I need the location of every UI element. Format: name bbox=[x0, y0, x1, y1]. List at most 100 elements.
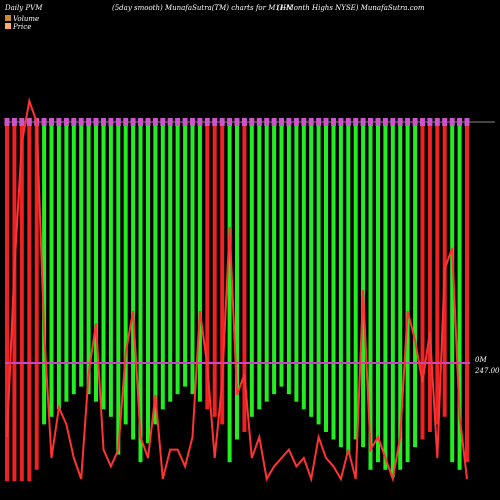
volume-bar bbox=[368, 122, 373, 470]
volume-bar bbox=[79, 122, 84, 387]
volume-bar-marker bbox=[286, 118, 292, 126]
volume-bar bbox=[49, 122, 54, 417]
volume-bar bbox=[123, 122, 128, 425]
volume-bar bbox=[116, 122, 121, 455]
volume-bar-marker bbox=[353, 118, 359, 126]
volume-bars bbox=[5, 122, 469, 482]
volume-bar-marker bbox=[442, 118, 448, 126]
volume-bar-marker bbox=[234, 118, 240, 126]
volume-bar bbox=[227, 122, 232, 463]
volume-bar-marker bbox=[190, 118, 195, 126]
volume-bar-marker bbox=[279, 118, 284, 126]
price-line bbox=[6, 97, 468, 483]
chart-header-left: Daily PVM bbox=[4, 4, 43, 12]
volume-bar bbox=[138, 122, 143, 463]
volume-bar-marker bbox=[360, 118, 366, 126]
volume-bar bbox=[457, 122, 462, 470]
volume-bar bbox=[146, 122, 150, 444]
legend-volume-label: Volume bbox=[13, 15, 39, 23]
volume-bar bbox=[220, 122, 225, 425]
volume-bar bbox=[19, 122, 24, 482]
volume-bar bbox=[168, 122, 173, 402]
volume-bar bbox=[153, 122, 158, 425]
volume-bar bbox=[64, 122, 69, 402]
volume-bar-marker bbox=[405, 118, 411, 126]
volume-bar-marker bbox=[49, 118, 54, 126]
volume-bar-marker bbox=[434, 118, 440, 126]
legend-volume-swatch bbox=[5, 15, 11, 21]
volume-bar-marker bbox=[197, 118, 203, 126]
volume-bar bbox=[324, 122, 328, 432]
volume-bar-marker bbox=[375, 118, 381, 126]
volume-bar-marker bbox=[427, 118, 433, 126]
volume-bar-marker bbox=[420, 118, 425, 126]
volume-bar bbox=[413, 122, 418, 448]
volume-bar bbox=[264, 122, 269, 402]
volume-bar bbox=[86, 122, 91, 395]
volume-bar-marker bbox=[175, 118, 181, 126]
volume-bar-marker bbox=[338, 118, 344, 126]
volume-bar bbox=[346, 122, 351, 455]
volume-bar-marker bbox=[108, 118, 114, 126]
volume-bar bbox=[108, 122, 113, 417]
volume-bar-marker bbox=[390, 118, 396, 126]
volume-bar-marker bbox=[71, 118, 77, 126]
price-value-label: 247.00 bbox=[474, 367, 500, 375]
volume-bar bbox=[249, 122, 254, 417]
volume-bar-marker bbox=[301, 118, 307, 126]
volume-bar bbox=[405, 122, 410, 463]
volume-bar bbox=[338, 122, 343, 448]
volume-bar bbox=[56, 122, 61, 410]
volume-bar-marker bbox=[323, 118, 329, 126]
volume-bar-marker bbox=[449, 118, 455, 126]
volume-bar-marker bbox=[397, 118, 403, 126]
volume-bar-marker bbox=[212, 118, 218, 126]
volume-bar bbox=[5, 122, 9, 482]
volume-bar-marker bbox=[160, 118, 166, 126]
volume-bar bbox=[131, 122, 136, 440]
volume-bar-marker bbox=[130, 118, 136, 126]
volume-bar bbox=[398, 122, 403, 470]
volume-bar bbox=[183, 122, 188, 387]
volume-bar-marker bbox=[249, 118, 255, 126]
volume-bar-marker bbox=[11, 118, 17, 126]
volume-bar-marker bbox=[78, 118, 84, 126]
volume-bar-marker bbox=[152, 118, 158, 126]
volume-bar-marker bbox=[93, 118, 99, 126]
volume-bar bbox=[331, 122, 336, 440]
volume-bar-marker bbox=[256, 118, 262, 126]
volume-bar bbox=[190, 122, 195, 395]
volume-bar-marker bbox=[26, 118, 32, 126]
volume-bar bbox=[272, 122, 277, 395]
volume-bar bbox=[353, 122, 358, 440]
volume-bar bbox=[316, 122, 321, 425]
volume-bar-marker bbox=[331, 118, 336, 126]
volume-bar bbox=[197, 122, 202, 402]
volume-bar bbox=[12, 122, 17, 482]
legend-price-swatch bbox=[5, 23, 11, 29]
volume-bar bbox=[420, 122, 425, 440]
chart-title: (5day smooth) MunafaSutra(TM) charts for… bbox=[112, 4, 293, 12]
volume-bar-marker bbox=[241, 118, 247, 126]
volume-bar-marker bbox=[63, 118, 69, 126]
volume-bar bbox=[435, 122, 440, 425]
volume-bar-marker bbox=[41, 118, 47, 126]
volume-bar-marker bbox=[167, 118, 173, 126]
volume-bar-marker bbox=[271, 118, 277, 126]
volume-bar-marker bbox=[123, 118, 129, 126]
legend-price-label: Price bbox=[12, 23, 31, 31]
volume-bar-marker bbox=[204, 118, 210, 126]
volume-bar bbox=[42, 122, 47, 425]
volume-bar bbox=[376, 122, 380, 463]
volume-bar bbox=[286, 122, 291, 395]
volume-bar bbox=[361, 122, 366, 448]
volume-bar bbox=[294, 122, 299, 402]
volume-bar-marker bbox=[115, 118, 121, 126]
volume-bar-marker bbox=[368, 118, 373, 126]
volume-bar-marker bbox=[4, 118, 10, 126]
volume-bar bbox=[71, 122, 76, 395]
volume-bar bbox=[205, 122, 210, 410]
volume-bar bbox=[27, 122, 32, 482]
